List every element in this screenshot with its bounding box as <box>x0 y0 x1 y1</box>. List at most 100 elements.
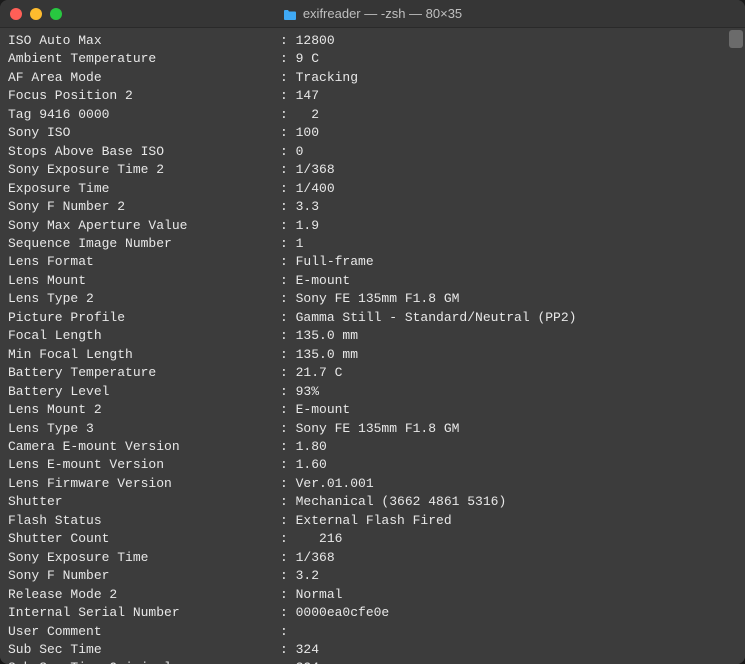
exif-row: Lens Type 3: Sony FE 135mm F1.8 GM <box>8 420 737 438</box>
exif-key: Focus Position 2 <box>8 87 280 105</box>
exif-separator: : <box>280 254 296 269</box>
exif-separator: : <box>280 291 296 306</box>
exif-key: Stops Above Base ISO <box>8 143 280 161</box>
terminal-window: exifreader — -zsh — 80×35 ISO Auto Max: … <box>0 0 745 664</box>
exif-row: Lens E-mount Version: 1.60 <box>8 456 737 474</box>
exif-key: AF Area Mode <box>8 69 280 87</box>
exif-row: Stops Above Base ISO: 0 <box>8 143 737 161</box>
exif-key: Sequence Image Number <box>8 235 280 253</box>
exif-row: ISO Auto Max: 12800 <box>8 32 737 50</box>
exif-row: Sony Max Aperture Value: 1.9 <box>8 217 737 235</box>
exif-separator: : <box>280 531 296 546</box>
exif-row: Battery Level: 93% <box>8 383 737 401</box>
exif-separator: : <box>280 494 296 509</box>
exif-value: 1.80 <box>296 439 327 454</box>
exif-separator: : <box>280 568 296 583</box>
exif-separator: : <box>280 605 296 620</box>
exif-key: Lens Type 2 <box>8 290 280 308</box>
minimize-button[interactable] <box>30 8 42 20</box>
exif-key: Battery Level <box>8 383 280 401</box>
exif-row: Camera E-mount Version: 1.80 <box>8 438 737 456</box>
exif-row: Sony F Number 2: 3.3 <box>8 198 737 216</box>
exif-row: Lens Mount: E-mount <box>8 272 737 290</box>
exif-separator: : <box>280 70 296 85</box>
exif-key: Sub Sec Time <box>8 641 280 659</box>
exif-value: 147 <box>296 88 319 103</box>
exif-value: 324 <box>296 660 319 664</box>
exif-separator: : <box>280 476 296 491</box>
exif-value: 93% <box>296 384 319 399</box>
exif-separator: : <box>280 550 296 565</box>
exif-row: Internal Serial Number: 0000ea0cfe0e <box>8 604 737 622</box>
exif-value: Tracking <box>296 70 358 85</box>
exif-value: 21.7 C <box>296 365 343 380</box>
exif-value: 216 <box>296 531 343 546</box>
exif-separator: : <box>280 273 296 288</box>
exif-value: External Flash Fired <box>296 513 452 528</box>
exif-separator: : <box>280 457 296 472</box>
exif-value: E-mount <box>296 273 351 288</box>
exif-row: Battery Temperature: 21.7 C <box>8 364 737 382</box>
exif-key: Flash Status <box>8 512 280 530</box>
exif-separator: : <box>280 181 296 196</box>
exif-key: Lens Mount <box>8 272 280 290</box>
exif-value: 1/368 <box>296 162 335 177</box>
exif-row: Exposure Time: 1/400 <box>8 180 737 198</box>
exif-separator: : <box>280 144 296 159</box>
exif-row: Focus Position 2: 147 <box>8 87 737 105</box>
exif-key: Shutter Count <box>8 530 280 548</box>
exif-separator: : <box>280 33 296 48</box>
scrollbar-thumb[interactable] <box>729 30 743 48</box>
exif-separator: : <box>280 384 296 399</box>
exif-key: Exposure Time <box>8 180 280 198</box>
close-button[interactable] <box>10 8 22 20</box>
exif-key: Sony Exposure Time <box>8 549 280 567</box>
exif-row: Min Focal Length: 135.0 mm <box>8 346 737 364</box>
exif-separator: : <box>280 439 296 454</box>
exif-separator: : <box>280 88 296 103</box>
exif-separator: : <box>280 642 296 657</box>
exif-separator: : <box>280 660 296 664</box>
exif-value: 12800 <box>296 33 335 48</box>
exif-key: Release Mode 2 <box>8 586 280 604</box>
exif-value: 1.60 <box>296 457 327 472</box>
exif-value: 324 <box>296 642 319 657</box>
exif-value: Full-frame <box>296 254 374 269</box>
exif-value: Gamma Still - Standard/Neutral (PP2) <box>296 310 577 325</box>
exif-value: 1.9 <box>296 218 319 233</box>
terminal-body[interactable]: ISO Auto Max: 12800Ambient Temperature: … <box>0 28 745 664</box>
exif-key: Sony F Number 2 <box>8 198 280 216</box>
exif-row: User Comment: <box>8 623 737 641</box>
exif-value: Normal <box>296 587 343 602</box>
exif-separator: : <box>280 402 296 417</box>
exif-row: Shutter Count: 216 <box>8 530 737 548</box>
exif-key: User Comment <box>8 623 280 641</box>
exif-separator: : <box>280 107 296 122</box>
titlebar[interactable]: exifreader — -zsh — 80×35 <box>0 0 745 28</box>
exif-row: Sony ISO: 100 <box>8 124 737 142</box>
exif-key: Internal Serial Number <box>8 604 280 622</box>
exif-row: Sub Sec Time Original: 324 <box>8 659 737 664</box>
exif-separator: : <box>280 513 296 528</box>
exif-separator: : <box>280 365 296 380</box>
exif-key: Sony Max Aperture Value <box>8 217 280 235</box>
exif-value: 2 <box>296 107 319 122</box>
exif-value: Ver.01.001 <box>296 476 374 491</box>
exif-row: Picture Profile: Gamma Still - Standard/… <box>8 309 737 327</box>
exif-row: Sony F Number: 3.2 <box>8 567 737 585</box>
exif-row: Flash Status: External Flash Fired <box>8 512 737 530</box>
exif-value: 3.3 <box>296 199 319 214</box>
exif-separator: : <box>280 199 296 214</box>
exif-row: Focal Length: 135.0 mm <box>8 327 737 345</box>
exif-key: Lens Format <box>8 253 280 271</box>
exif-row: Lens Mount 2: E-mount <box>8 401 737 419</box>
exif-value: E-mount <box>296 402 351 417</box>
maximize-button[interactable] <box>50 8 62 20</box>
exif-key: Battery Temperature <box>8 364 280 382</box>
exif-value: 9 C <box>296 51 319 66</box>
exif-key: Camera E-mount Version <box>8 438 280 456</box>
exif-value: Mechanical (3662 4861 5316) <box>296 494 507 509</box>
exif-key: Lens E-mount Version <box>8 456 280 474</box>
exif-row: Sony Exposure Time: 1/368 <box>8 549 737 567</box>
exif-row: Sony Exposure Time 2: 1/368 <box>8 161 737 179</box>
